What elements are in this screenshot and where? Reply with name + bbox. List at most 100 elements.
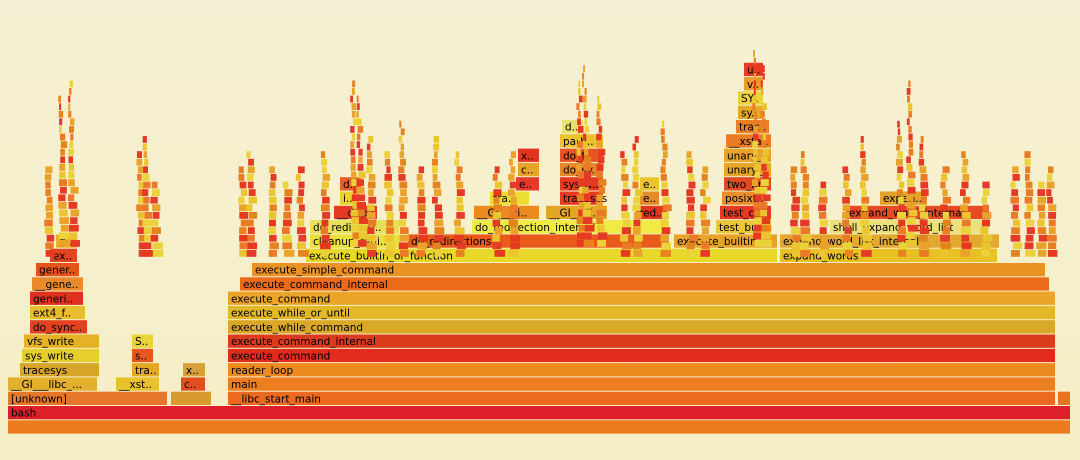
flame-sliver bbox=[906, 202, 916, 209]
flame-sliver bbox=[136, 158, 143, 166]
flame-sliver bbox=[1025, 250, 1036, 257]
flame-frame[interactable]: tra.. bbox=[132, 363, 159, 377]
flame-frame[interactable]: do_redirection_internal bbox=[472, 220, 669, 234]
flame-sliver bbox=[384, 151, 391, 158]
flame-frame[interactable]: s.. bbox=[132, 348, 153, 363]
frame-label: reader_loop bbox=[231, 365, 293, 377]
flame-frame[interactable]: e.. bbox=[640, 191, 659, 206]
flame-sliver bbox=[356, 110, 359, 118]
flame-sliver bbox=[492, 212, 502, 219]
frame-rect bbox=[228, 348, 1055, 363]
flame-frame[interactable]: __GI___libc_... bbox=[8, 377, 97, 391]
flame-frame[interactable]: tracesys bbox=[20, 363, 99, 377]
flame-frame[interactable]: __libc_start_main bbox=[228, 391, 1055, 406]
flame-frame[interactable]: unary_.. bbox=[724, 148, 771, 163]
flame-sliver bbox=[1010, 212, 1019, 219]
flame-sliver bbox=[918, 158, 925, 166]
frame-label: S.. bbox=[135, 336, 148, 348]
flame-frame[interactable]: e.. bbox=[640, 177, 659, 191]
flame-sliver bbox=[1024, 212, 1031, 219]
flame-sliver bbox=[1037, 189, 1046, 196]
flame-sliver bbox=[358, 232, 369, 240]
flame-frame[interactable]: execute_command bbox=[228, 291, 1055, 306]
flame-frame[interactable]: do_sync.. bbox=[30, 320, 87, 334]
flame-frame[interactable]: trac.. bbox=[736, 120, 769, 134]
flame-sliver bbox=[596, 118, 601, 126]
flame-frame[interactable]: __GI___li.. bbox=[474, 205, 539, 220]
flame-sliver bbox=[634, 189, 643, 196]
flame-frame[interactable]: __gene.. bbox=[32, 277, 83, 291]
flame-frame[interactable]: execute_simple_command bbox=[252, 263, 1045, 277]
flame-sliver bbox=[583, 171, 592, 179]
flame-frame[interactable]: SY.. bbox=[738, 91, 763, 105]
frame-rect bbox=[50, 248, 77, 262]
flame-sliver bbox=[136, 204, 144, 212]
frame-rect bbox=[722, 191, 765, 205]
flame-frame[interactable]: execute_while_command bbox=[228, 320, 1055, 334]
flame-frame[interactable] bbox=[8, 420, 1070, 434]
flame-sliver bbox=[941, 174, 948, 181]
flame-sliver bbox=[621, 227, 631, 234]
flame-sliver bbox=[137, 227, 146, 234]
flame-sliver bbox=[417, 181, 425, 189]
flame-frame[interactable]: main bbox=[228, 377, 1055, 391]
flame-sliver bbox=[802, 181, 809, 189]
flame-sliver bbox=[282, 227, 290, 234]
flame-sliver bbox=[632, 227, 641, 234]
flame-frame[interactable]: execute_command_internal bbox=[228, 334, 1055, 349]
flame-frame[interactable]: v.. bbox=[744, 77, 763, 91]
flame-frame[interactable]: vfs_write bbox=[24, 334, 99, 349]
flame-sliver bbox=[68, 232, 78, 240]
frame-label: e.. bbox=[643, 193, 656, 205]
flame-sliver bbox=[60, 156, 66, 164]
flame-sliver bbox=[248, 196, 258, 204]
flame-frame[interactable]: c.. bbox=[518, 162, 539, 177]
flame-frame[interactable]: [unknown] bbox=[8, 391, 167, 406]
flame-frame[interactable]: x.. bbox=[183, 363, 205, 377]
flame-sliver bbox=[434, 234, 444, 242]
frame-rect bbox=[132, 348, 153, 363]
flame-frame[interactable]: reader_loop bbox=[228, 363, 1055, 377]
flame-frame[interactable]: execute_while_or_until bbox=[228, 305, 1055, 320]
flame-sliver bbox=[239, 204, 248, 212]
flame-sliver bbox=[920, 212, 929, 219]
flame-sliver bbox=[368, 136, 374, 143]
flame-frame[interactable]: execute_command bbox=[228, 348, 1055, 363]
flame-sliver bbox=[493, 204, 503, 212]
flame-sliver bbox=[686, 212, 695, 219]
flame-frame[interactable]: c.. bbox=[181, 377, 205, 391]
flame-sliver bbox=[321, 158, 328, 166]
flame-frame[interactable]: red.. bbox=[636, 205, 667, 220]
flame-sliver bbox=[752, 179, 759, 186]
flame-frame[interactable]: e.. bbox=[516, 177, 539, 191]
flame-sliver bbox=[860, 219, 869, 227]
frame-rect bbox=[8, 406, 1070, 420]
flame-frame[interactable]: x.. bbox=[518, 148, 539, 163]
flame-frame[interactable]: gener.. bbox=[36, 263, 79, 277]
flame-sliver bbox=[762, 103, 767, 110]
flame-frame[interactable] bbox=[1058, 391, 1070, 405]
flame-sliver bbox=[60, 224, 69, 232]
flame-sliver bbox=[297, 219, 305, 227]
flame-sliver bbox=[843, 174, 850, 181]
flame-frame[interactable]: sys_write bbox=[22, 348, 99, 363]
flame-frame[interactable]: ext4_f.. bbox=[30, 305, 85, 320]
flame-frame[interactable]: S.. bbox=[132, 334, 153, 349]
flame-frame[interactable]: sy.. bbox=[738, 105, 763, 120]
flame-frame[interactable]: execute_command_internal bbox=[240, 277, 1049, 291]
flame-sliver bbox=[60, 186, 67, 194]
frame-rect bbox=[636, 205, 667, 220]
flame-sliver bbox=[59, 171, 66, 179]
flame-sliver bbox=[417, 196, 426, 204]
flame-frame[interactable]: generi.. bbox=[30, 291, 83, 306]
flame-sliver bbox=[861, 204, 868, 212]
flame-sliver bbox=[68, 179, 75, 186]
flame-frame[interactable] bbox=[171, 391, 211, 405]
flame-sliver bbox=[897, 227, 906, 234]
flame-frame[interactable]: ex.. bbox=[50, 248, 77, 263]
flame-frame[interactable]: __xst.. bbox=[116, 377, 159, 391]
flame-frame[interactable]: bash bbox=[8, 406, 1070, 420]
frame-rect bbox=[1058, 391, 1070, 405]
flame-sliver bbox=[583, 232, 592, 240]
